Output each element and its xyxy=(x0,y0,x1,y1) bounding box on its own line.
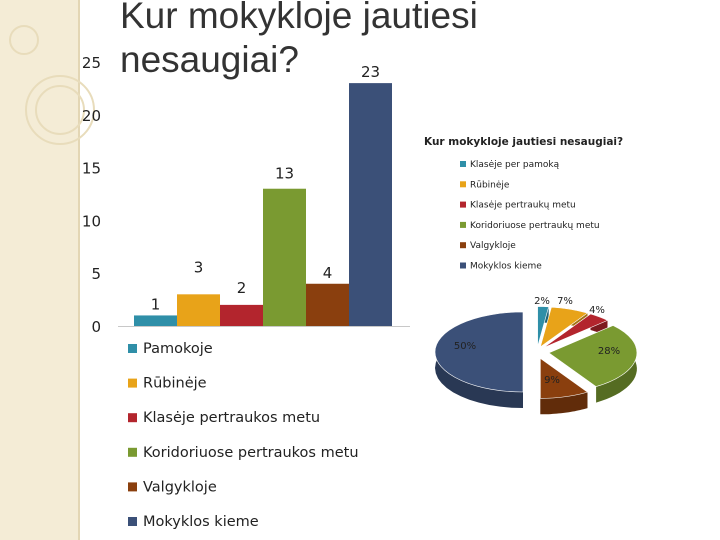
pie-legend-label: Mokyklos kieme xyxy=(470,262,542,272)
pie-slice xyxy=(548,325,638,387)
y-tick-label: 5 xyxy=(91,265,101,283)
y-tick-label: 0 xyxy=(91,318,101,336)
pie-slice xyxy=(537,306,550,347)
pie-chart-legend: Kur mokykloje jautiesi nesaugiai? Klasėje… xyxy=(424,136,623,272)
bar xyxy=(263,188,306,326)
legend-swatch xyxy=(128,482,137,492)
bar-data-label: 13 xyxy=(275,165,294,183)
legend-label: Mokyklos kieme xyxy=(143,514,259,530)
pie-data-label: 9% xyxy=(544,375,560,386)
y-tick-label: 10 xyxy=(82,212,101,230)
pie-legend-label: Rūbinėje xyxy=(470,180,510,190)
legend-swatch xyxy=(128,344,137,353)
legend-label: Rūbinėje xyxy=(143,376,207,392)
decorative-side-panel xyxy=(0,0,78,540)
slide-title: Kur mokykloje jautiesi nesaugiai? xyxy=(120,0,580,82)
pie-legend-label: Klasėje per pamoką xyxy=(470,160,560,170)
bar xyxy=(177,294,220,326)
pie-data-label: 50% xyxy=(454,341,476,352)
legend-label: Pamokoje xyxy=(143,341,213,357)
legend-label: Klasėje pertraukos metu xyxy=(143,410,320,426)
bar-chart-legend: Pamokoje Rūbinėje Klasėje pertraukos metu K… xyxy=(128,341,359,530)
slide-title-line-2: nesaugiai? xyxy=(120,39,299,80)
pie-legend-swatch xyxy=(460,201,466,208)
pie-slice xyxy=(434,311,524,393)
pie-legend-swatch xyxy=(460,181,466,188)
slide-title-line-1: Kur mokykloje jautiesi xyxy=(120,0,478,36)
bar-data-label: 1 xyxy=(151,295,161,313)
pie-chart-title: Kur mokykloje jautiesi nesaugiai? xyxy=(424,136,623,148)
pie-data-label: 4% xyxy=(589,305,605,316)
legend-swatch xyxy=(128,447,137,457)
pie-legend-label: Klasėje pertraukų metu xyxy=(470,201,576,211)
pie-slice-side xyxy=(540,392,588,415)
pie-legend-label: Koridoriuose pertraukų metu xyxy=(470,221,600,231)
bar-data-label: 4 xyxy=(323,264,333,282)
y-tick-label: 20 xyxy=(82,107,101,125)
bar-data-label: 3 xyxy=(194,258,204,276)
legend-label: Koridoriuose pertraukos metu xyxy=(143,445,359,461)
pie-legend-swatch xyxy=(460,161,466,167)
bar xyxy=(306,283,349,326)
legend-label: Valgykloje xyxy=(143,479,217,495)
pie-legend-swatch xyxy=(460,221,466,228)
legend-swatch xyxy=(128,378,137,388)
pie-legend-label: Valgykloje xyxy=(470,241,516,251)
y-tick-label: 15 xyxy=(82,160,101,178)
pie-slice xyxy=(539,306,589,348)
bar xyxy=(220,304,263,326)
bar-data-label: 2 xyxy=(237,279,247,297)
y-tick-label: 25 xyxy=(82,54,101,72)
pie-legend-swatch xyxy=(460,262,466,269)
bar-data-label: 23 xyxy=(361,63,380,81)
pie-data-label: 7% xyxy=(557,296,573,307)
legend-swatch xyxy=(128,517,137,526)
pie-data-label: 2% xyxy=(534,296,550,307)
pie-chart: 2% 7% 4% 28% 9% 50% xyxy=(434,296,638,415)
decorative-circles xyxy=(9,25,95,145)
pie-slice xyxy=(540,357,589,399)
bar xyxy=(134,315,177,326)
legend-swatch xyxy=(128,413,137,423)
pie-data-label: 28% xyxy=(598,346,620,357)
side-panel-border xyxy=(78,0,80,540)
pie-slice xyxy=(543,313,609,349)
bar xyxy=(349,83,392,327)
pie-legend-swatch xyxy=(460,242,466,249)
